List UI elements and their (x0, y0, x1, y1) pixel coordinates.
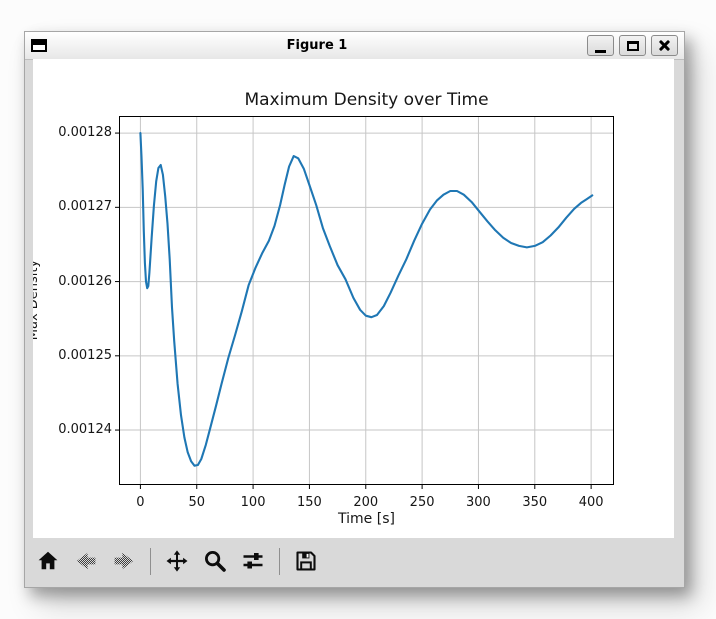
close-button[interactable] (651, 35, 678, 56)
x-tick-label: 150 (297, 495, 322, 510)
save-icon (296, 551, 316, 571)
figure-window: Figure 1 Maximum Density over Time 0 50 10… (24, 31, 685, 588)
x-tick-label: 50 (188, 495, 205, 510)
pan-button[interactable] (162, 545, 192, 577)
x-tick-label: 250 (409, 495, 435, 510)
save-button[interactable] (291, 545, 321, 577)
maximize-button[interactable] (619, 35, 646, 56)
y-tick-label: 0.00124 (58, 422, 112, 438)
navigation-toolbar (33, 540, 674, 582)
maximize-icon (626, 40, 639, 51)
x-axis-label: Time [s] (338, 511, 395, 527)
y-axis-label: Max Density (33, 259, 41, 341)
y-tick-label: 0.00128 (58, 125, 112, 141)
y-tick-label: 0.00127 (58, 199, 112, 215)
x-tick-label: 100 (240, 495, 266, 510)
x-tick-label: 200 (353, 495, 379, 510)
configure-subplots-button[interactable] (238, 545, 268, 577)
home-button[interactable] (33, 545, 63, 577)
data-line (139, 132, 594, 467)
y-tick-label: 0.00126 (58, 273, 112, 289)
window-buttons (587, 35, 678, 56)
pan-icon (166, 550, 188, 572)
y-tick-label: 0.00125 (58, 347, 112, 363)
close-icon (658, 39, 671, 52)
x-tick-label: 400 (578, 495, 604, 510)
magnifier-icon (205, 551, 226, 572)
x-tick-label: 0 (136, 495, 145, 510)
toolbar-separator (279, 547, 280, 575)
window-menu-icon[interactable] (31, 39, 47, 52)
sliders-icon (243, 553, 263, 569)
axes-spines (119, 116, 614, 485)
plot-title: Maximum Density over Time (244, 90, 489, 110)
minimize-icon (595, 49, 606, 53)
forward-button[interactable] (109, 545, 139, 577)
back-button[interactable] (71, 545, 101, 577)
zoom-button[interactable] (200, 545, 230, 577)
minimize-button[interactable] (587, 35, 614, 56)
figure-canvas[interactable]: Maximum Density over Time 0 50 100 150 200 25… (33, 59, 674, 538)
plot-area[interactable] (115, 116, 614, 489)
back-icon (76, 552, 96, 570)
home-icon (38, 551, 58, 570)
x-tick-label: 350 (522, 495, 548, 510)
titlebar[interactable]: Figure 1 (25, 32, 684, 60)
forward-icon (114, 552, 134, 570)
x-tick-label: 300 (466, 495, 491, 510)
toolbar-separator (150, 547, 151, 575)
window-title: Figure 1 (286, 38, 348, 53)
